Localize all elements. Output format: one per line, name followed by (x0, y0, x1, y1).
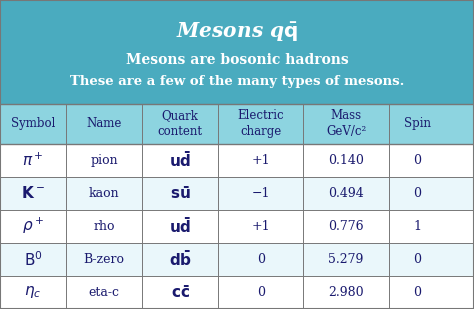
Text: Symbol: Symbol (11, 117, 55, 130)
Text: eta-c: eta-c (89, 286, 120, 299)
FancyBboxPatch shape (0, 0, 474, 104)
Text: Name: Name (87, 117, 122, 130)
Text: 0: 0 (257, 253, 264, 266)
Text: +1: +1 (251, 220, 270, 233)
FancyBboxPatch shape (0, 177, 474, 210)
Text: −1: −1 (251, 187, 270, 200)
Text: +1: +1 (251, 154, 270, 167)
Text: $\mathbf{u\bar{d}}$: $\mathbf{u\bar{d}}$ (169, 150, 191, 170)
Text: pion: pion (91, 154, 118, 167)
Text: 0: 0 (413, 187, 421, 200)
Text: B-zero: B-zero (84, 253, 125, 266)
Text: $\mathbf{u\bar{d}}$: $\mathbf{u\bar{d}}$ (169, 216, 191, 236)
FancyBboxPatch shape (0, 210, 474, 243)
Text: kaon: kaon (89, 187, 119, 200)
Text: 0: 0 (413, 154, 421, 167)
Text: $\mathbf{s\bar{u}}$: $\mathbf{s\bar{u}}$ (170, 185, 191, 202)
Text: Mass
GeV/c²: Mass GeV/c² (326, 109, 366, 138)
FancyBboxPatch shape (0, 243, 474, 276)
FancyBboxPatch shape (0, 144, 474, 177)
FancyBboxPatch shape (0, 276, 474, 309)
Text: 0.494: 0.494 (328, 187, 364, 200)
Text: 0: 0 (413, 286, 421, 299)
Text: $\pi^+$: $\pi^+$ (22, 152, 44, 169)
Text: Electric
charge: Electric charge (237, 109, 284, 138)
FancyBboxPatch shape (0, 104, 474, 144)
Text: Mesons are bosonic hadrons: Mesons are bosonic hadrons (126, 53, 348, 67)
Text: $\rho^+$: $\rho^+$ (22, 216, 44, 236)
Text: These are a few of the many types of mesons.: These are a few of the many types of mes… (70, 75, 404, 88)
Text: 5.279: 5.279 (328, 253, 364, 266)
Text: Quark
content: Quark content (158, 109, 202, 138)
Text: $\mathrm{B}^0$: $\mathrm{B}^0$ (24, 250, 43, 269)
Text: $\mathbf{K}^-$: $\mathbf{K}^-$ (21, 185, 45, 201)
Text: Mesons q$\mathbf{\bar{q}}$: Mesons q$\mathbf{\bar{q}}$ (176, 21, 298, 44)
Text: 0.776: 0.776 (328, 220, 364, 233)
Text: $\eta_c$: $\eta_c$ (25, 285, 42, 300)
Text: 2.980: 2.980 (328, 286, 364, 299)
Text: 1: 1 (413, 220, 421, 233)
Text: Spin: Spin (404, 117, 430, 130)
Text: 0: 0 (413, 253, 421, 266)
Text: $\mathbf{c\bar{c}}$: $\mathbf{c\bar{c}}$ (171, 284, 190, 301)
Text: 0: 0 (257, 286, 264, 299)
Text: 0.140: 0.140 (328, 154, 364, 167)
Text: $\mathbf{d\bar{b}}$: $\mathbf{d\bar{b}}$ (169, 249, 191, 269)
Text: rho: rho (93, 220, 115, 233)
